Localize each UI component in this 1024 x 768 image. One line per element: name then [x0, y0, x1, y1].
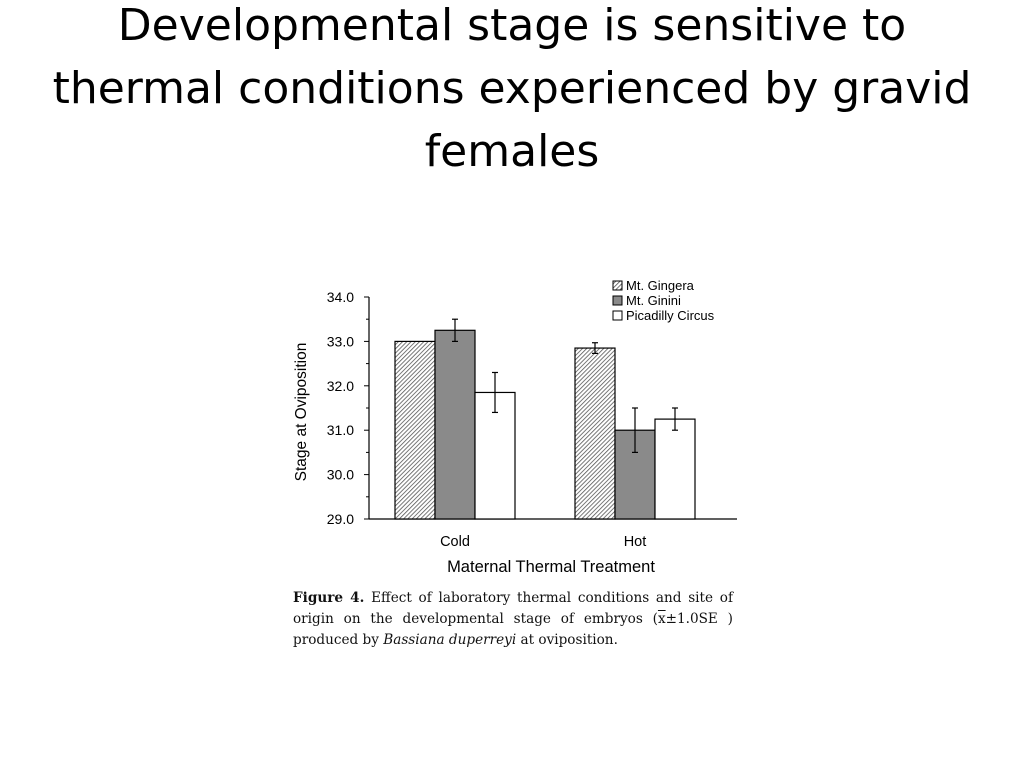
legend-swatch — [612, 310, 623, 321]
caption-stat: ±1.0SE ) — [665, 611, 733, 627]
x-tick-label: Cold — [440, 534, 470, 550]
legend-label: Mt. Gingera — [626, 278, 695, 293]
bar-picadilly-circus-hot — [654, 418, 696, 520]
bar-mt-gingera-hot — [574, 347, 616, 520]
y-tick-label: 32.0 — [327, 378, 354, 394]
caption-text-after: at oviposition. — [516, 632, 618, 648]
bar-mt-ginini-cold — [434, 329, 476, 520]
y-tick-label: 31.0 — [327, 422, 354, 438]
caption-mean-symbol: x — [657, 611, 666, 627]
bar-chart: 29.0 30.0 31.0 32.0 33.0 34.0 Stage at Oviposi… — [293, 278, 737, 576]
legend-label: Picadilly Circus — [626, 308, 715, 323]
figure: 29.0 30.0 31.0 32.0 33.0 34.0 Stage at Oviposi… — [285, 272, 740, 682]
legend-swatch — [612, 280, 623, 291]
y-tick-label: 33.0 — [327, 333, 354, 349]
legend-label: Mt. Ginini — [626, 293, 681, 308]
y-tick-label: 34.0 — [327, 289, 354, 305]
caption-label: Figure 4. — [293, 590, 365, 606]
x-tick-label: Hot — [624, 534, 647, 550]
y-axis-title: Stage at Oviposition — [293, 343, 310, 482]
caption-text-before: Effect of laboratory thermal conditions … — [293, 590, 733, 627]
caption-text-middle: produced by — [293, 632, 384, 648]
figure-caption: Figure 4. Effect of laboratory thermal c… — [293, 588, 733, 651]
caption-species: Bassiana duperreyi — [383, 632, 517, 648]
legend-swatch — [612, 295, 623, 306]
y-tick-label: 29.0 — [327, 511, 354, 527]
bar-picadilly-circus-cold — [474, 391, 516, 520]
y-tick-label: 30.0 — [327, 467, 354, 483]
slide-title: Developmental stage is sensitive to ther… — [52, 0, 972, 177]
bar-mt-gingera-cold — [394, 340, 436, 520]
x-axis-title: Maternal Thermal Treatment — [447, 558, 655, 576]
